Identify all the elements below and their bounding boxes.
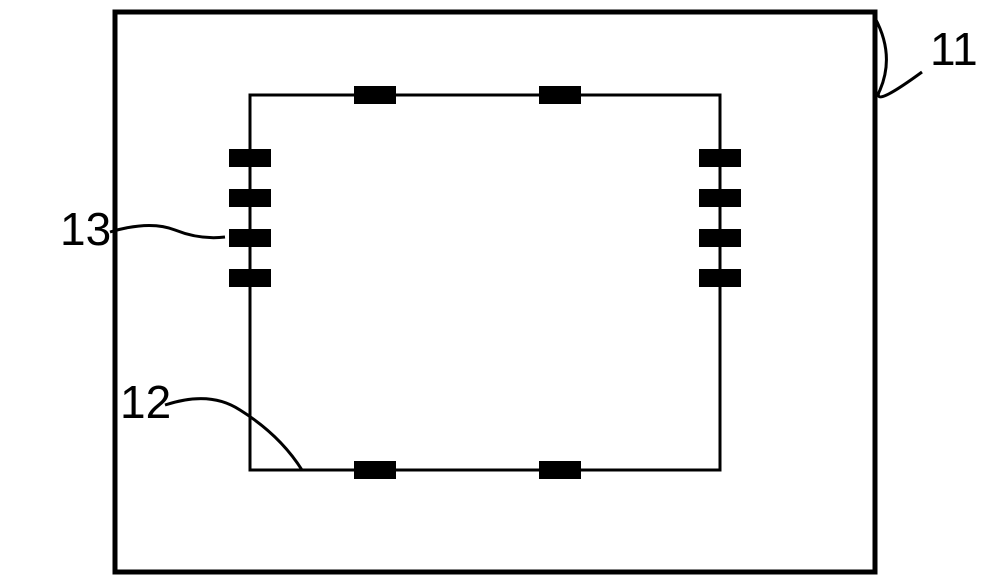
pad-left-0 — [229, 149, 271, 167]
pad-bottom-1 — [539, 461, 581, 479]
pad-left-1 — [229, 189, 271, 207]
pad-bottom-0 — [354, 461, 396, 479]
pads-group — [229, 86, 741, 479]
inner-rectangle — [250, 95, 720, 470]
pad-right-1 — [699, 189, 741, 207]
pad-top-1 — [539, 86, 581, 104]
pad-right-3 — [699, 269, 741, 287]
callout-label-11: 11 — [930, 23, 978, 75]
pad-left-2 — [229, 229, 271, 247]
leader-line-12 — [165, 399, 302, 470]
leader-line-13 — [110, 225, 225, 237]
pad-right-2 — [699, 229, 741, 247]
leader-line-11 — [875, 18, 922, 97]
callout-label-12: 12 — [120, 376, 171, 428]
schematic-diagram: 11 12 13 — [0, 0, 1000, 577]
pad-top-0 — [354, 86, 396, 104]
callout-label-13: 13 — [60, 203, 111, 255]
pad-left-3 — [229, 269, 271, 287]
pad-right-0 — [699, 149, 741, 167]
